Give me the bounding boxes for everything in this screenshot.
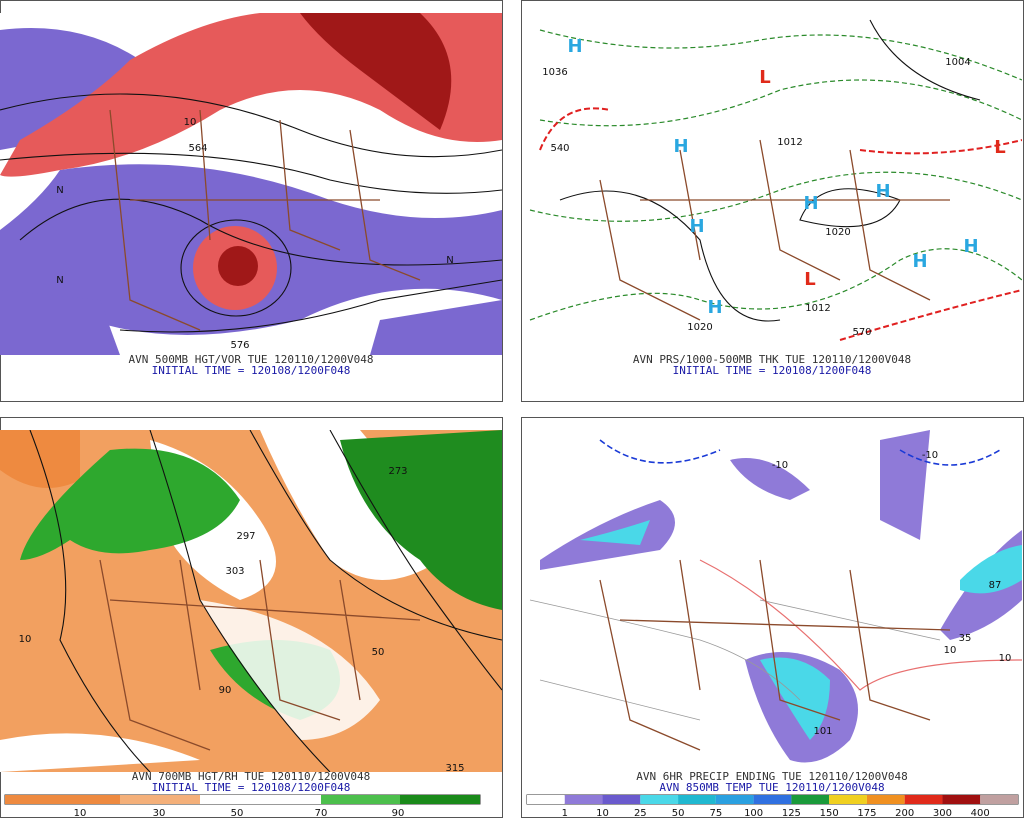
contour-label: 10 <box>19 634 32 645</box>
pressure-center: H <box>803 193 818 214</box>
colorbar-swatch <box>400 795 480 804</box>
colorbar-label: 90 <box>392 808 405 819</box>
colorbar-swatch <box>527 795 565 804</box>
contour-label: 35 <box>959 633 972 644</box>
contour-label: 1012 <box>777 137 802 148</box>
colorbar-swatch <box>564 795 603 804</box>
colorbar-label: 100 <box>744 808 763 819</box>
panel-caption: AVN 6HR PRECIP ENDING TUE 120110/1200V04… <box>636 770 908 783</box>
colorbar-swatch <box>715 795 754 804</box>
panel-caption: AVN 500MB HGT/VOR TUE 120110/1200V048 <box>128 353 373 366</box>
contour-label: 10 <box>184 117 197 128</box>
colorbar-label: 70 <box>315 808 328 819</box>
contour-label: 1012 <box>805 303 830 314</box>
colorbar-swatch <box>602 795 641 804</box>
contour-label: 1004 <box>945 57 970 68</box>
contour-label: N <box>56 275 63 286</box>
pressure-center: L <box>994 137 1005 158</box>
pressure-center: H <box>673 136 688 157</box>
colorbar-label: 25 <box>634 808 647 819</box>
contour-label: N <box>446 255 453 266</box>
pressure-center: L <box>759 67 770 88</box>
humidity-map <box>0 430 502 772</box>
colorbar-label: 125 <box>782 808 801 819</box>
contour-label: 273 <box>388 466 407 477</box>
colorbar-swatch <box>866 795 905 804</box>
vorticity-map <box>0 13 502 355</box>
colorbar-label: 30 <box>153 808 166 819</box>
contour-label: 1020 <box>825 227 850 238</box>
contour-label: 315 <box>445 763 464 774</box>
pressure-center: H <box>875 181 890 202</box>
contour-label: 1020 <box>687 322 712 333</box>
colorbar-label: 200 <box>895 808 914 819</box>
contour-label: 576 <box>230 340 249 351</box>
colorbar-label: 10 <box>74 808 87 819</box>
contour-label: N <box>56 185 63 196</box>
colorbar-swatch <box>120 795 200 804</box>
panel-subcaption: INITIAL TIME = 120108/1200F048 <box>152 364 351 377</box>
colorbar-label: 150 <box>820 808 839 819</box>
pressure-center: H <box>689 216 704 237</box>
colorbar-label: 175 <box>857 808 876 819</box>
contour-label: 564 <box>188 143 207 154</box>
contour-label: 10 <box>999 653 1012 664</box>
pressure-map <box>522 13 1022 355</box>
contour-label: 90 <box>219 685 232 696</box>
colorbar-swatch <box>942 795 981 804</box>
colorbar-label: 300 <box>933 808 952 819</box>
colorbar-label: 1 <box>562 808 568 819</box>
panel-caption: AVN 700MB HGT/RH TUE 120110/1200V048 <box>132 770 370 783</box>
contour-label: 50 <box>372 647 385 658</box>
colorbar-swatch <box>640 795 679 804</box>
contour-label: 297 <box>236 531 255 542</box>
colorbar-label: 50 <box>672 808 685 819</box>
panel-subcaption: INITIAL TIME = 120108/1200F048 <box>152 781 351 794</box>
colorbar-label: 75 <box>709 808 722 819</box>
pressure-center: H <box>912 251 927 272</box>
colorbar-swatch <box>753 795 792 804</box>
contour-label: -10 <box>922 450 938 461</box>
panel-subcaption: AVN 850MB TEMP TUE 120110/1200V048 <box>659 781 884 794</box>
precip-map <box>522 430 1022 772</box>
panel-subcaption: INITIAL TIME = 120108/1200F048 <box>673 364 872 377</box>
colorbar-swatch <box>321 795 400 804</box>
contour-label: 540 <box>550 143 569 154</box>
colorbar-swatch <box>791 795 830 804</box>
colorbar-label: 50 <box>231 808 244 819</box>
colorbar-label: 400 <box>971 808 990 819</box>
contour-label: 101 <box>813 726 832 737</box>
pressure-center: H <box>963 236 978 257</box>
contour-label: 1036 <box>542 67 567 78</box>
contour-label: 87 <box>989 580 1002 591</box>
panel-caption: AVN PRS/1000-500MB THK TUE 120110/1200V0… <box>633 353 911 366</box>
contour-label: 10 <box>944 645 957 656</box>
colorbar-label: 10 <box>596 808 609 819</box>
colorbar-swatch <box>678 795 716 804</box>
colorbar-swatch <box>904 795 943 804</box>
contour-label: 570 <box>852 327 871 338</box>
colorbar-swatch <box>980 795 1018 804</box>
colorbar-swatch <box>5 795 120 804</box>
colorbar-swatch <box>829 795 867 804</box>
contour-label: 303 <box>225 566 244 577</box>
contour-label: -10 <box>772 460 788 471</box>
pressure-center: H <box>707 297 722 318</box>
pressure-center: H <box>567 36 582 57</box>
colorbar-swatch <box>200 795 321 804</box>
pressure-center: L <box>804 269 815 290</box>
